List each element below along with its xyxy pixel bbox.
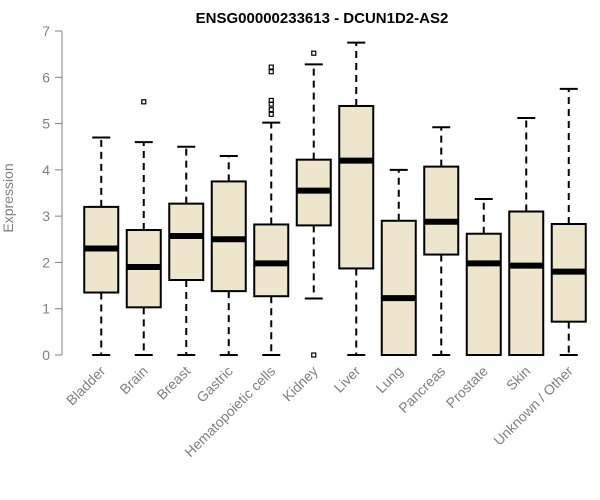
box-group-prostate — [465, 198, 502, 356]
x-tick-label: Unknown / Other — [490, 363, 576, 449]
outlier-point — [141, 99, 147, 105]
box-iqr — [465, 232, 502, 356]
outlier-point — [268, 107, 274, 113]
box-group-lung — [380, 168, 417, 356]
y-tick-label: 6 — [42, 69, 50, 85]
x-tick-label: Kidney — [279, 363, 321, 405]
box-group-bladder — [83, 136, 120, 356]
outlier-point — [311, 352, 317, 358]
outlier-point — [268, 97, 274, 104]
box-group-liver — [338, 41, 375, 356]
box-group-kidney — [295, 50, 332, 358]
box-group-pancreas — [423, 126, 460, 356]
box-group-unknown-other — [550, 87, 587, 356]
y-tick-label: 5 — [42, 116, 50, 132]
box-iqr — [508, 210, 545, 356]
outlier-point — [268, 64, 274, 70]
y-tick-label: 4 — [42, 162, 50, 178]
y-tick-label: 2 — [42, 254, 50, 270]
chart-title: ENSG00000233613 - DCUN1D2-AS2 — [196, 10, 449, 27]
x-tick-label: Pancreas — [395, 363, 448, 416]
outlier-point — [268, 111, 274, 117]
box-iqr — [380, 219, 417, 356]
y-tick-label: 7 — [42, 23, 50, 39]
y-tick-label: 3 — [42, 208, 50, 224]
box-iqr — [423, 165, 460, 256]
box-iqr — [338, 104, 375, 270]
x-tick-label: Brain — [116, 363, 150, 397]
outlier-point — [268, 69, 274, 75]
y-axis-label: Expression — [0, 163, 16, 232]
box-group-breast — [168, 145, 205, 356]
x-tick-label: Skin — [503, 363, 534, 394]
box-group-brain — [125, 99, 162, 356]
boxes — [83, 41, 587, 358]
outlier-point — [311, 50, 317, 56]
x-tick-label: Lung — [373, 363, 406, 396]
x-tick-label: Breast — [153, 363, 193, 403]
box-group-hematopoietic-cells — [253, 64, 290, 356]
box-group-gastric — [210, 154, 247, 356]
x-tick-label: Bladder — [63, 363, 109, 409]
box-iqr — [253, 223, 290, 298]
x-tick-label: Liver — [331, 363, 364, 396]
box-group-skin — [508, 117, 545, 356]
x-tick-label: Prostate — [443, 363, 491, 411]
box-iqr — [210, 180, 247, 293]
y-tick-label: 1 — [42, 301, 50, 317]
y-tick-label: 0 — [42, 347, 50, 363]
box-iqr — [168, 202, 205, 282]
y-ticks: 0 1 2 3 4 5 6 7 — [42, 23, 62, 363]
